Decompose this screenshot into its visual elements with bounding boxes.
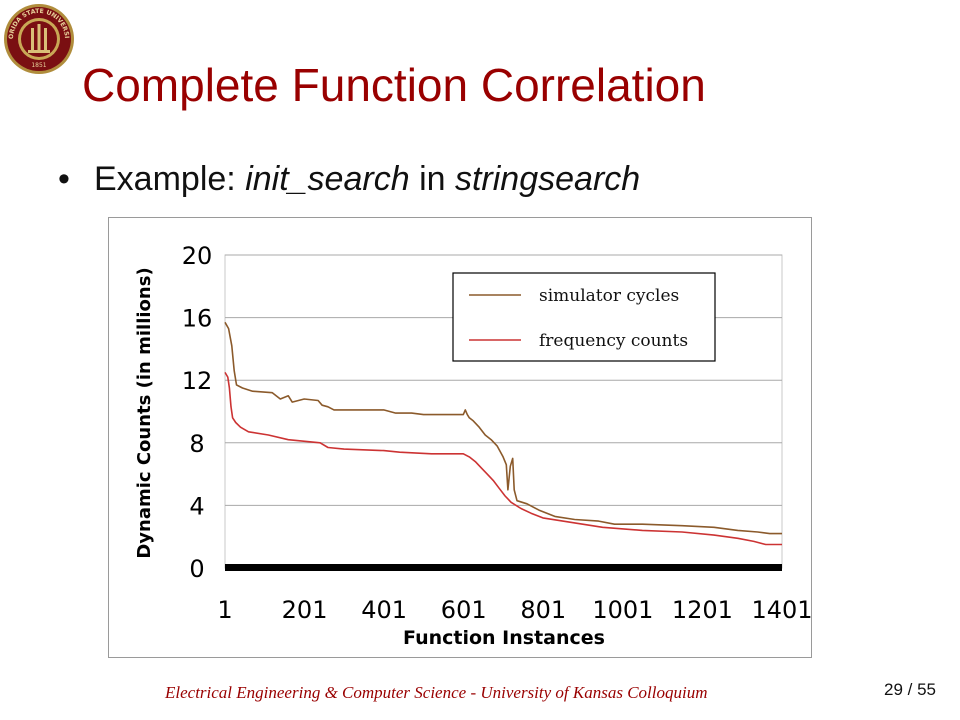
bullet-item: • Example: init_search in stringsearch <box>58 160 640 199</box>
x-axis-title: Function Instances <box>403 627 605 649</box>
x-tick-label: 1001 <box>592 596 653 624</box>
seal-year: 1851 <box>31 62 46 69</box>
x-tick-label: 1401 <box>751 596 812 624</box>
y-tick-label: 20 <box>182 242 213 270</box>
y-tick-label: 8 <box>189 430 204 458</box>
slide-title: Complete Function Correlation <box>82 59 706 111</box>
page-separator: / <box>902 680 918 699</box>
y-tick-label: 16 <box>182 305 213 333</box>
x-tick-label: 201 <box>282 596 328 624</box>
y-tick-labels: 0 4 8 12 16 20 <box>182 242 213 583</box>
y-axis-title: Dynamic Counts (in millions) <box>134 267 155 558</box>
bullet-program-name: stringsearch <box>454 160 641 198</box>
fsu-seal-icon: FLORIDA STATE UNIVERSITY 1851 <box>2 2 74 74</box>
bullet-connector: in <box>419 160 446 198</box>
series-line-simulator-cycles <box>224 321 782 535</box>
y-tick-label: 12 <box>182 367 213 395</box>
y-tick-label: 0 <box>189 555 204 583</box>
page-number: 29 / 55 <box>884 680 936 700</box>
x-tick-label: 1 <box>217 596 232 624</box>
x-tick-label: 601 <box>441 596 487 624</box>
y-tick-label: 4 <box>189 492 204 520</box>
chart-frame: 0 4 8 12 16 20 1 201 401 601 801 1001 1201 1401 Dyna… <box>108 217 813 658</box>
legend-label-frequency-counts: frequency counts <box>539 331 688 351</box>
legend-box <box>452 272 716 362</box>
x-tick-label: 801 <box>520 596 566 624</box>
legend-label-simulator-cycles: simulator cycles <box>539 286 679 306</box>
bullet-dot-icon: • <box>58 160 70 198</box>
page-current: 29 <box>883 680 903 699</box>
footer-text: Electrical Engineering & Computer Scienc… <box>165 683 708 702</box>
bullet-function-name: init_search <box>245 160 410 198</box>
x-axis-bar <box>225 564 782 571</box>
x-tick-labels: 1 201 401 601 801 1001 1201 1401 <box>217 596 812 624</box>
series-line-frequency-counts <box>224 371 782 546</box>
page-total: 55 <box>917 680 936 699</box>
x-tick-label: 1201 <box>672 596 733 624</box>
bullet-prefix: Example: <box>94 160 236 198</box>
legend: simulator cycles frequency counts <box>452 272 716 362</box>
x-tick-label: 401 <box>361 596 407 624</box>
series-lines <box>224 321 782 546</box>
